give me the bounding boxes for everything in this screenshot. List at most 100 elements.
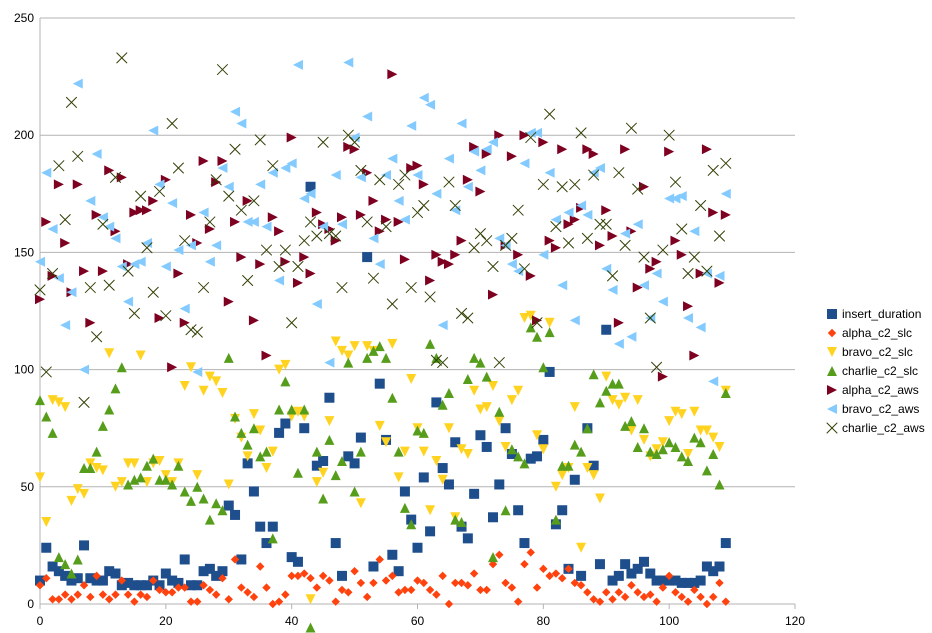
data-point bbox=[85, 573, 96, 584]
data-point bbox=[657, 444, 668, 455]
data-point bbox=[670, 575, 681, 586]
data-point bbox=[223, 479, 234, 490]
data-point bbox=[381, 214, 392, 225]
data-point bbox=[369, 578, 378, 588]
data-point bbox=[418, 427, 429, 438]
data-point bbox=[513, 249, 524, 260]
legend: insert_duration alpha_c2_slc bravo_c2_slcc… bbox=[826, 307, 925, 435]
data-point bbox=[230, 411, 241, 422]
data-point bbox=[525, 132, 537, 144]
data-point bbox=[714, 230, 725, 242]
data-point bbox=[60, 590, 70, 599]
data-point bbox=[557, 144, 568, 155]
data-point bbox=[386, 298, 398, 310]
data-point bbox=[513, 266, 524, 277]
data-point bbox=[330, 170, 341, 181]
data-point bbox=[701, 561, 712, 572]
data-point bbox=[255, 521, 266, 532]
data-point bbox=[35, 472, 45, 483]
data-point bbox=[274, 364, 285, 375]
data-point bbox=[362, 111, 373, 122]
data-point bbox=[676, 223, 688, 235]
data-point bbox=[664, 571, 674, 581]
data-point bbox=[475, 186, 486, 197]
data-point bbox=[211, 376, 222, 387]
y-tick-label: 200 bbox=[14, 128, 34, 142]
data-point bbox=[689, 350, 700, 361]
data-point bbox=[525, 310, 536, 321]
data-point bbox=[311, 298, 322, 309]
data-point bbox=[449, 200, 461, 212]
data-point bbox=[198, 385, 209, 396]
series-charlie_c2_aws bbox=[34, 52, 732, 408]
data-point bbox=[588, 369, 599, 380]
data-point bbox=[97, 465, 108, 476]
data-point bbox=[576, 581, 586, 590]
data-point bbox=[474, 228, 486, 240]
data-point bbox=[457, 578, 466, 588]
data-point bbox=[393, 178, 405, 190]
legend-marker-alpha_c2_aws bbox=[827, 385, 837, 395]
data-point bbox=[613, 378, 624, 389]
data-point bbox=[267, 446, 278, 457]
data-point bbox=[683, 456, 694, 467]
data-point bbox=[671, 588, 680, 597]
data-point bbox=[186, 240, 196, 251]
series-alpha_c2_aws bbox=[35, 69, 731, 382]
data-point bbox=[701, 465, 712, 476]
data-point bbox=[103, 279, 115, 291]
data-point bbox=[53, 552, 64, 563]
data-point bbox=[135, 350, 146, 361]
data-point bbox=[299, 252, 310, 263]
data-point bbox=[531, 317, 543, 329]
data-point bbox=[330, 538, 341, 549]
data-point bbox=[267, 167, 278, 178]
data-point bbox=[387, 153, 398, 164]
data-point bbox=[355, 164, 367, 176]
data-point bbox=[367, 272, 379, 284]
data-point bbox=[589, 595, 598, 604]
data-point bbox=[79, 581, 89, 590]
data-point bbox=[451, 578, 460, 588]
data-point bbox=[318, 456, 329, 467]
data-point bbox=[394, 588, 403, 597]
data-point bbox=[72, 484, 83, 495]
data-point bbox=[620, 420, 631, 431]
data-point bbox=[123, 479, 134, 490]
data-point bbox=[412, 207, 423, 219]
data-point bbox=[104, 348, 115, 359]
data-point bbox=[78, 396, 90, 408]
data-point bbox=[576, 446, 587, 457]
data-point bbox=[66, 568, 77, 579]
data-point bbox=[481, 402, 492, 413]
data-point bbox=[620, 392, 631, 403]
data-point bbox=[551, 569, 561, 578]
data-point bbox=[343, 141, 354, 152]
data-point bbox=[267, 212, 278, 223]
data-point bbox=[236, 554, 247, 565]
data-point bbox=[186, 597, 196, 606]
data-point bbox=[274, 275, 285, 286]
data-point bbox=[425, 338, 436, 349]
data-point bbox=[620, 228, 631, 239]
data-point bbox=[469, 352, 480, 363]
data-point bbox=[558, 574, 567, 583]
data-point bbox=[72, 554, 83, 565]
data-point bbox=[325, 576, 334, 585]
data-point bbox=[614, 588, 624, 597]
legend-item: bravo_c2_aws bbox=[827, 402, 919, 416]
data-point bbox=[625, 122, 637, 134]
data-point bbox=[54, 595, 64, 604]
data-point bbox=[657, 575, 668, 586]
data-point bbox=[462, 448, 473, 459]
data-point bbox=[211, 498, 222, 509]
data-point bbox=[280, 163, 291, 174]
data-point bbox=[588, 148, 599, 159]
data-point bbox=[418, 472, 429, 483]
data-point bbox=[92, 571, 101, 581]
data-point bbox=[97, 420, 108, 431]
data-point bbox=[424, 291, 436, 303]
data-point bbox=[518, 263, 530, 275]
data-point bbox=[141, 205, 152, 216]
data-point bbox=[34, 284, 46, 296]
